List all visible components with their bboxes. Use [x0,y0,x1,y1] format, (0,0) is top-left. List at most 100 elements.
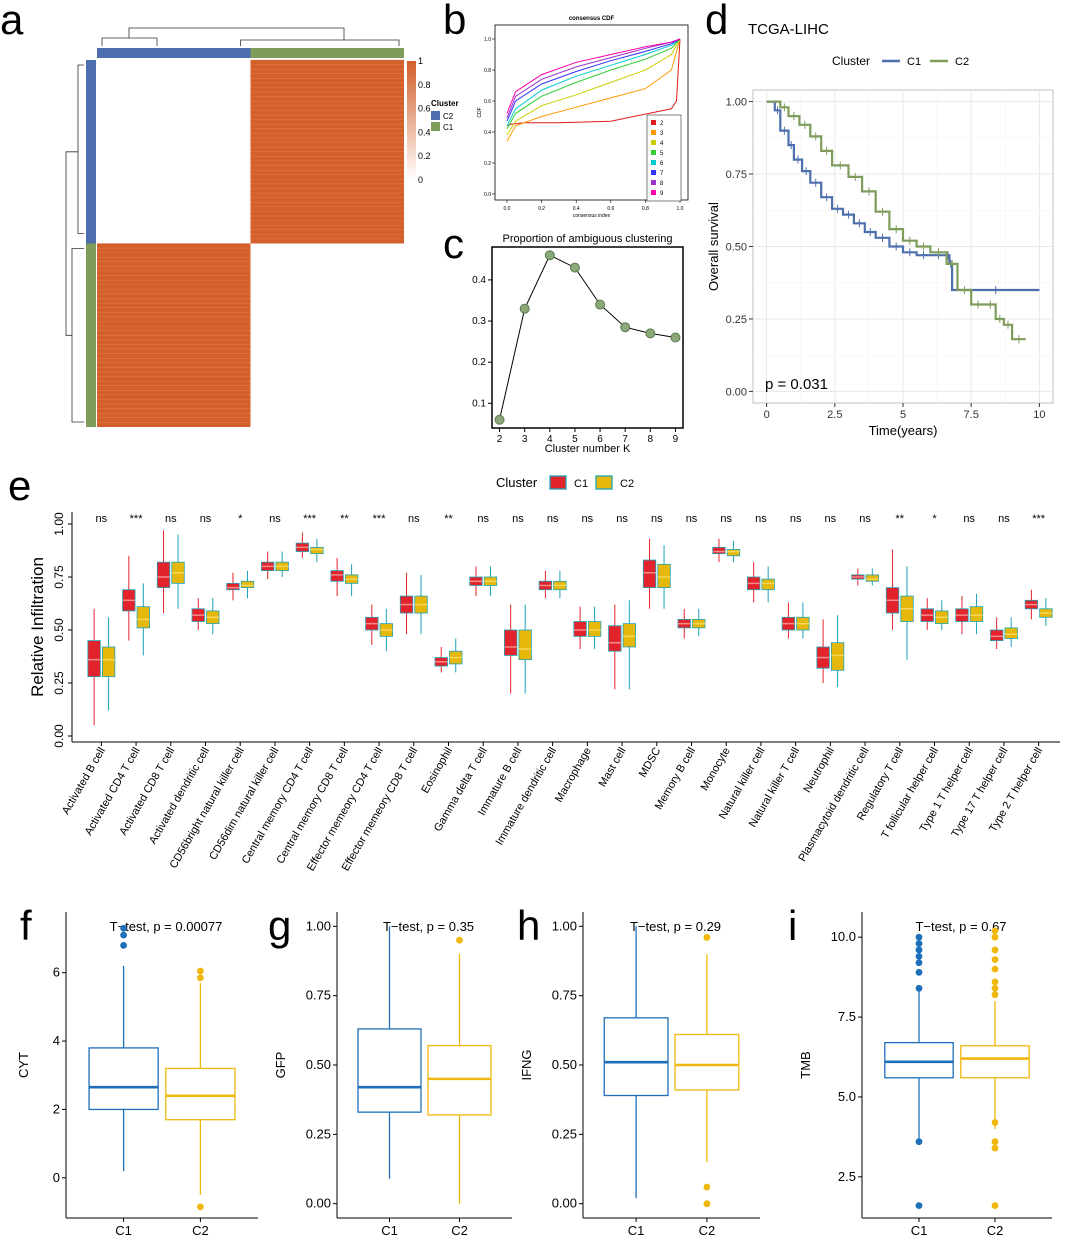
panel-a-heatmap: 1 0.8 0.6 0.4 0.2 0 Cluster C2 C1 [65,27,459,427]
lower-y-tick-label: 4 [53,1033,60,1048]
infil-y-tick-label: 0.00 [52,724,66,748]
infil-box-c2 [136,606,150,629]
left-annotation-c1 [86,243,96,427]
cdf-line-k3 [506,38,681,142]
km-x-tick-label: 2.5 [827,409,842,421]
pac-y-tick-label: 0.1 [472,398,486,409]
panel-letter-g: g [268,902,291,949]
lower-box-c1 [603,1017,669,1097]
lower-outlier-c2 [456,936,463,944]
infil-y-tick-label: 1.00 [52,512,66,536]
cdf-x-tick-label: 0.2 [538,206,545,212]
infil-significance: ns [720,513,732,525]
infil-significance: ns [96,513,108,525]
cluster-legend-label-c2: C2 [443,112,454,121]
lower-x-tick-label: C2 [451,1223,468,1236]
infil-significance: ** [340,513,349,525]
infil-legend-swatch-c1 [549,475,567,490]
panel-f-boxplot: 0 2 4 6 CYT T−test, p = 0.00077 C1 C2 [16,912,258,1236]
cdf-legend-swatch [651,130,656,135]
pac-x-tick-label: 5 [572,434,578,445]
cdf-y-tick-label: 0.8 [484,68,491,74]
cdf-x-tick-label: 0.0 [504,206,511,212]
infil-box-c2 [310,546,324,555]
pac-point [519,303,530,314]
pac-x-label: Cluster number K [545,443,631,455]
lower-ttest-annotation: T−test, p = 0.35 [383,919,474,934]
colorbar-tick-label: 0.4 [418,127,431,137]
infil-significance: *** [1032,513,1046,525]
infil-significance: ns [269,513,281,525]
lower-y-tick-label: 0.75 [552,988,577,1003]
infil-box-c1 [156,561,171,588]
infil-box-c2 [865,574,879,582]
cdf-title: consensus CDF [569,16,615,22]
lower-y-tick-label: 1.00 [306,918,331,933]
infil-box-c1 [573,621,587,637]
infil-significance: ns [825,513,837,525]
infil-y-tick-label: 0.50 [52,618,66,642]
cdf-legend-swatch [651,180,656,185]
panel-g-boxplot: 0.00 0.25 0.50 0.75 1.00 GFP T−test, p = 0.35 C… [273,912,512,1236]
infil-legend-title: Cluster [496,475,538,490]
lower-outlier-c2 [991,927,999,935]
cdf-y-label: CDF [477,107,483,117]
infil-significance: ns [755,513,767,525]
infil-category-label: Eosinophil [419,746,455,796]
infil-box-c1 [642,559,657,588]
lower-outlier-c2 [197,967,204,975]
cdf-legend-box [646,114,682,202]
km-curve-c2 [766,100,1026,341]
km-x-tick-label: 10 [1033,409,1045,421]
infil-category-label: MDSC [637,745,664,779]
lower-y-label: TMB [798,1051,813,1078]
lower-outlier-c1 [915,933,923,941]
infil-significance: ns [616,513,628,525]
lower-y-tick-label: 0.50 [552,1057,577,1072]
km-y-tick-label: 0.50 [726,242,747,254]
cdf-legend-swatch [651,160,656,165]
lower-box-c1 [884,1041,954,1079]
lower-x-tick-label: C2 [987,1223,1004,1236]
lower-outlier-c2 [703,1200,711,1208]
km-y-tick-label: 0.25 [726,314,747,326]
lower-ttest-annotation: T−test, p = 0.67 [915,919,1006,934]
colorbar-tick-label: 0 [418,175,423,185]
cdf-y-tick-label: 0.2 [484,161,491,167]
infil-box-c2 [587,621,602,637]
cdf-legend-label: 4 [660,141,664,147]
infil-box-c1 [608,625,622,652]
cdf-legend-label: 3 [660,131,664,137]
infil-box-c1 [504,629,518,656]
top-dendrogram-root [128,27,345,40]
infil-significance: * [932,513,937,525]
km-p-value: p = 0.031 [765,376,828,393]
cdf-line-k4 [506,38,681,136]
infil-significance: ns [582,513,594,525]
lower-outlier-c1 [915,968,923,976]
pac-point [494,414,505,425]
infil-box-c2 [518,629,532,661]
lower-box-c2 [427,1044,492,1116]
lower-y-tick-label: 2.5 [838,1169,856,1184]
lower-outlier-c2 [197,1203,204,1211]
cdf-legend-label: 2 [660,121,664,127]
infil-legend-label-c2: C2 [620,478,634,490]
infil-significance: ns [408,513,420,525]
cdf-plot-frame [494,24,689,201]
infil-significance: ns [200,513,212,525]
infil-box-c2 [969,606,984,622]
cdf-y-tick-label: 0.4 [484,130,491,136]
lower-outlier-c2 [703,934,711,941]
panel-letter-c: c [443,220,464,267]
km-title: TCGA-LIHC [748,21,829,38]
km-x-tick-label: 0 [764,409,770,421]
infil-significance: ns [165,513,177,525]
km-legend-title: Cluster [832,54,870,68]
lower-outlier-c1 [120,924,127,932]
cdf-x-tick-label: 0.6 [607,206,614,212]
lower-y-tick-label: 0.00 [306,1196,331,1211]
panel-letter-a: a [0,0,24,43]
colorbar-tick-label: 0.2 [418,151,431,161]
